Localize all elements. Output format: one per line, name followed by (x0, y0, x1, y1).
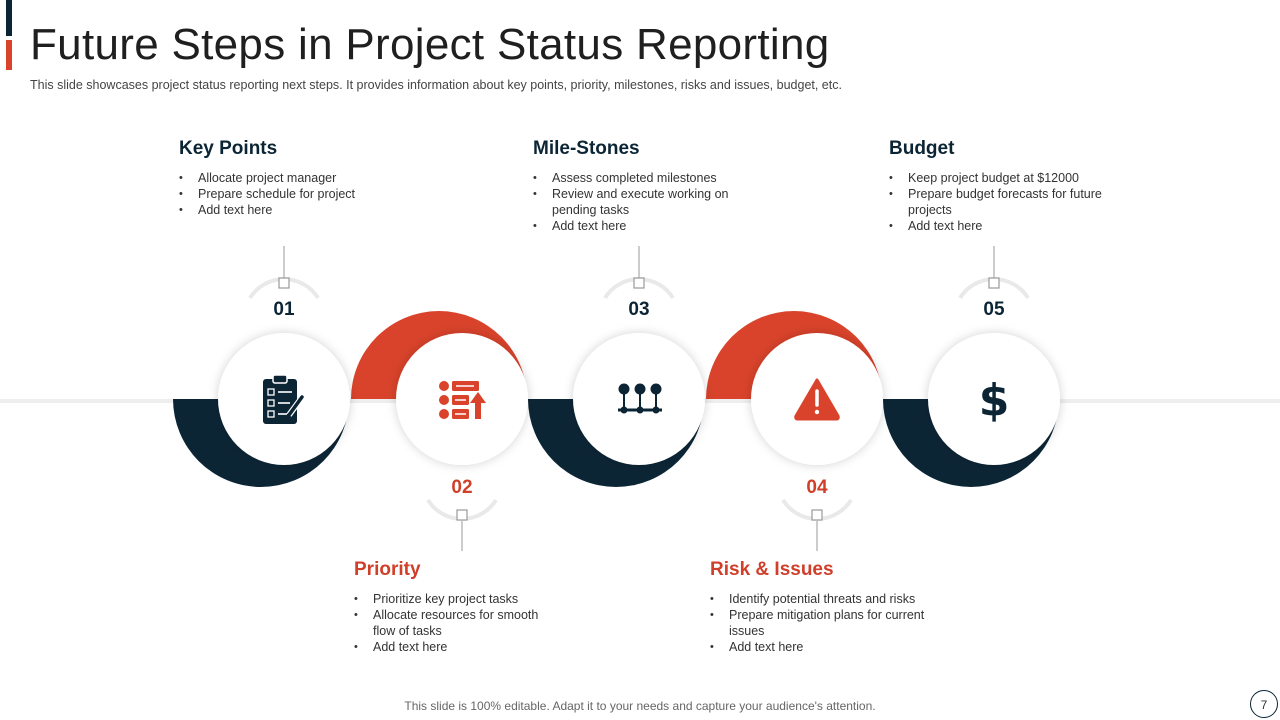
bullet-item: Identify potential threats and risks (710, 591, 940, 607)
step-bullets-mile-stones: Assess completed milestones Review and e… (533, 170, 748, 234)
bullet-item: Keep project budget at $12000 (889, 170, 1104, 186)
connector-05 (988, 246, 1000, 289)
connector-01 (278, 246, 290, 289)
clipboard-checklist-icon (263, 374, 306, 424)
step-bullets-priority: Prioritize key project tasks Allocate re… (354, 591, 564, 655)
accent-bar-red (6, 40, 12, 70)
accent-bar-dark (6, 0, 12, 36)
title-accent-bars (6, 0, 12, 72)
connector-02 (456, 509, 468, 551)
step-title-key-points: Key Points (179, 138, 278, 159)
step-bullets-key-points: Allocate project manager Prepare schedul… (179, 170, 409, 218)
step-title-budget: Budget (889, 138, 955, 159)
step-block-budget: Budget Keep project budget at $12000 Pre… (889, 138, 1104, 234)
bullet-item: Prioritize key project tasks (354, 591, 564, 607)
step-block-mile-stones: Mile-Stones Assess completed milestones … (533, 138, 748, 234)
step-title-mile-stones: Mile-Stones (533, 138, 640, 159)
dollar-icon: $ (979, 375, 1010, 426)
step-number-05: 05 (983, 299, 1005, 320)
page-subtitle: This slide showcases project status repo… (30, 78, 842, 92)
bullet-item: Add text here (533, 218, 748, 234)
bullet-item: Assess completed milestones (533, 170, 748, 186)
connector-04 (811, 509, 823, 551)
bullet-item: Prepare budget forecasts for future proj… (889, 186, 1104, 218)
step-bullets-risk-issues: Identify potential threats and risks Pre… (710, 591, 940, 655)
step-block-risk-issues: Risk & Issues Identify potential threats… (710, 559, 940, 655)
step-title-priority: Priority (354, 559, 421, 580)
bullet-item: Add text here (710, 639, 940, 655)
connector-03 (633, 246, 645, 289)
step-title-risk-issues: Risk & Issues (710, 559, 834, 580)
page-number: 7 (1250, 690, 1278, 718)
bullet-item: Allocate resources for smooth flow of ta… (354, 607, 564, 639)
page-title: Future Steps in Project Status Reporting (30, 20, 830, 69)
footer-note: This slide is 100% editable. Adapt it to… (404, 699, 876, 713)
step-number-03: 03 (628, 299, 650, 320)
step-number-04: 04 (806, 477, 828, 498)
bullet-item: Add text here (889, 218, 1104, 234)
step-bullets-budget: Keep project budget at $12000 Prepare bu… (889, 170, 1104, 234)
bullet-item: Add text here (354, 639, 564, 655)
bullet-item: Prepare schedule for project (179, 186, 409, 202)
bullet-item: Prepare mitigation plans for current iss… (710, 607, 940, 639)
step-block-priority: Priority Prioritize key project tasks Al… (354, 559, 564, 655)
priority-list-icon (439, 381, 486, 419)
step-block-key-points: Key Points Allocate project manager Prep… (179, 138, 409, 218)
bullet-item: Allocate project manager (179, 170, 409, 186)
warning-icon (794, 378, 840, 421)
bullet-item: Review and execute working on pending ta… (533, 186, 748, 218)
step-number-02: 02 (451, 477, 473, 498)
milestones-icon (618, 383, 662, 414)
step-number-01: 01 (273, 299, 295, 320)
step-circle-05 (928, 333, 1060, 465)
bullet-item: Add text here (179, 202, 409, 218)
